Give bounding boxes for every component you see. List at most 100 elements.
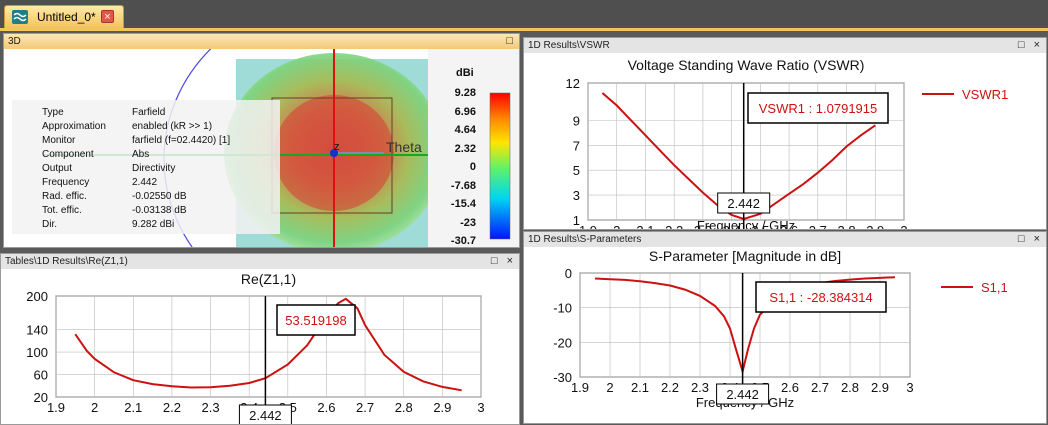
x-tick-label: 2.7 [356, 400, 374, 415]
x-tick-label: 2.1 [631, 380, 649, 395]
y-tick-label: 1 [573, 213, 580, 228]
x-tick-label: 2.6 [781, 380, 799, 395]
y-tick-label: 140 [26, 323, 48, 338]
panel-rez-title-bar: Tables\1D Results\Re(Z1,1) □ × [1, 254, 519, 269]
window-buttons[interactable]: □ × [490, 255, 516, 267]
marker-x-label: 2.442 [249, 408, 282, 423]
window-buttons[interactable]: □ × [1017, 233, 1043, 245]
y-tick-label: 0 [565, 266, 572, 281]
info-value: 9.282 dBi [132, 219, 175, 230]
y-tick-label: 12 [566, 76, 580, 91]
colorbar-tick-label: -30.7 [450, 235, 476, 247]
colorbar-tick-label: -23 [460, 216, 476, 229]
chart-title: Voltage Standing Wave Ratio (VSWR) [628, 57, 865, 73]
y-tick-label: 20 [34, 390, 48, 405]
info-value: farfield (f=02.4420) [1] [132, 135, 231, 146]
x-tick-label: 2.2 [661, 380, 679, 395]
x-tick-label: 2.7 [809, 223, 827, 230]
series-line [601, 92, 876, 221]
x-tick-label: 2.6 [317, 400, 335, 415]
x-tick-label: 2 [613, 223, 620, 230]
y-tick-label: 200 [26, 289, 48, 304]
panel-vswr-title-bar: 1D Results\VSWR □ × [524, 38, 1046, 53]
theta-label: Theta [386, 139, 422, 155]
x-axis-label: Frequency / GHz [697, 218, 795, 230]
colorbar-tick-label: 9.28 [454, 87, 476, 99]
info-key: Tot. effic. [42, 205, 82, 216]
info-value: -0.02550 dB [132, 191, 187, 202]
marker-x-box [716, 383, 770, 405]
colorbar-tick-label: 0 [469, 161, 476, 173]
tab-underline [0, 28, 1048, 31]
marker-value-box [276, 304, 356, 336]
vswr-chart[interactable]: 1.9 2 2.1 2.2 2.3 2.4 2.5 2.6 2.7 2.8 2.9 3 1 3 5 7 9 12 V… [524, 53, 1047, 230]
info-key: Frequency [42, 177, 90, 188]
colorbar-tick-label: -7.68 [450, 179, 476, 192]
x-tick-label: 2.8 [395, 400, 413, 415]
x-tick-label: 2.1 [636, 223, 654, 230]
info-value: enabled (kR >> 1) [132, 121, 213, 132]
info-key: Approximation [42, 121, 106, 132]
info-key: Component [42, 149, 94, 160]
y-tick-label: 3 [573, 188, 580, 203]
marker-x-box [238, 404, 292, 424]
sparam-chart[interactable]: 1.922.12.22.32.42.52.62.72.82.930-10-20-… [524, 247, 1047, 424]
marker-value-label: S1,1 : -28.384314 [769, 290, 872, 305]
y-tick-label: -30 [553, 370, 572, 385]
marker-x-label: 2.442 [727, 196, 760, 211]
x-tick-label: 2.6 [780, 223, 798, 230]
chart-title: S-Parameter [Magnitude in dB] [649, 248, 841, 264]
x-tick-label: 2.3 [694, 223, 712, 230]
rez-chart[interactable]: 1.922.12.22.32.42.52.62.72.82.9320601001… [1, 269, 520, 425]
info-key: Dir. [42, 219, 57, 230]
colorbar-tick-label: 4.64 [454, 124, 476, 136]
y-tick-label: 9 [573, 113, 580, 128]
panel-vswr-title: 1D Results\VSWR [528, 40, 610, 51]
y-tick-label: 100 [26, 345, 48, 360]
x-tick-label: 2.9 [433, 400, 451, 415]
document-tab-bar: Untitled_0* × [0, 0, 1048, 30]
panel-vswr: 1D Results\VSWR □ × 1.9 2 2.1 2.2 2.3 2.4 2.5 2… [523, 37, 1047, 230]
panel-3d: 3D □ [3, 33, 520, 248]
x-tick-label: 2.2 [163, 400, 181, 415]
colorbar-tick-label: -15.4 [450, 198, 476, 210]
info-key: Monitor [42, 135, 76, 146]
waves-icon [12, 10, 28, 24]
panel-sparam: 1D Results\S-Parameters □ × 1.9 2 2.1 2.2 2.… [523, 231, 1047, 424]
x-tick-label: 1.9 [571, 380, 589, 395]
panel-rez-title: Tables\1D Results\Re(Z1,1) [5, 256, 128, 267]
window-buttons[interactable]: □ × [1017, 39, 1043, 51]
chart-title: Re(Z1,1) [241, 271, 296, 287]
y-tick-label: 7 [573, 138, 580, 153]
y-tick-label: -10 [553, 301, 572, 316]
panel-rez: Tables\1D Results\Re(Z1,1) □ × 1.9 2 2.1 2.… [0, 253, 520, 425]
y-tick-label: 60 [34, 368, 48, 383]
y-tick-label: 5 [573, 163, 580, 178]
x-tick-label: 2.8 [838, 223, 856, 230]
plot-area [55, 295, 482, 398]
colorbar-unit: dBi [456, 67, 474, 79]
x-tick-label: 2.4 [723, 223, 741, 230]
panel-3d-title-bar: 3D □ [4, 34, 519, 49]
x-tick-label: 2.3 [202, 400, 220, 415]
maximize-icon[interactable]: □ [506, 35, 516, 47]
marker-x-box [717, 192, 771, 214]
info-value: Abs [132, 149, 150, 160]
x-tick-label: 2.3 [691, 380, 709, 395]
x-tick-label: 1.9 [47, 400, 65, 415]
marker-value-label: 53.519198 [285, 313, 346, 328]
x-tick-label: 2.5 [751, 223, 769, 230]
close-icon[interactable]: × [101, 10, 114, 23]
info-key: Type [42, 107, 64, 118]
x-tick-label: 2.7 [811, 380, 829, 395]
colorbar-tick-label: 6.96 [454, 105, 476, 118]
marker-value-label: VSWR1 : 1.0791915 [759, 101, 878, 116]
info-key: Rad. effic. [42, 191, 87, 202]
legend-label: S1,1 [981, 280, 1008, 295]
x-tick-label: 2.9 [871, 380, 889, 395]
info-value: -0.03138 dB [132, 205, 187, 216]
x-tick-label: 2.8 [841, 380, 859, 395]
info-value: Directivity [132, 163, 176, 174]
document-tab[interactable]: Untitled_0* × [4, 5, 124, 28]
x-tick-label: 2 [606, 380, 613, 395]
